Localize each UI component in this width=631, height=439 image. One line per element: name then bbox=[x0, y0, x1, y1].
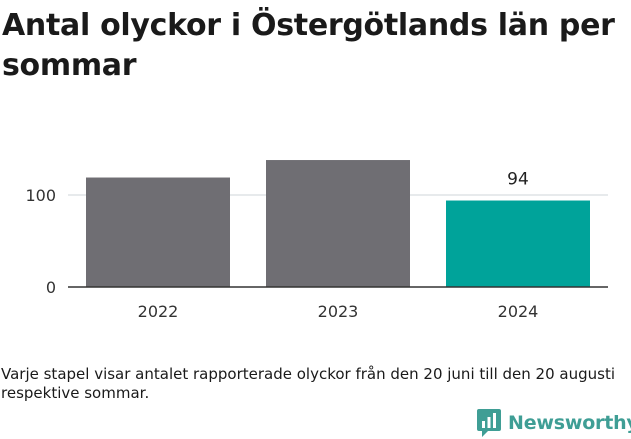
x-tick-label: 2024 bbox=[498, 302, 539, 321]
x-tick-label: 2022 bbox=[138, 302, 179, 321]
data-label: 94 bbox=[507, 170, 529, 190]
x-tick-label: 2023 bbox=[318, 302, 359, 321]
y-tick-label: 0 bbox=[46, 278, 56, 297]
bar-chart-badge-icon bbox=[477, 409, 501, 437]
chart-caption: Varje stapel visar antalet rapporterade … bbox=[1, 365, 615, 402]
newsworthy-logo: Newsworthy bbox=[476, 408, 631, 438]
bar-chart: 0 100 2022 2023 2024 94 bbox=[25, 160, 608, 321]
bar bbox=[86, 177, 230, 287]
logo-text: Newsworthy bbox=[508, 412, 631, 434]
bar bbox=[266, 160, 410, 287]
chart-title: Antal olyckor i Östergötlands län per so… bbox=[2, 8, 615, 83]
bar bbox=[446, 200, 590, 287]
y-tick-label: 100 bbox=[25, 186, 56, 205]
